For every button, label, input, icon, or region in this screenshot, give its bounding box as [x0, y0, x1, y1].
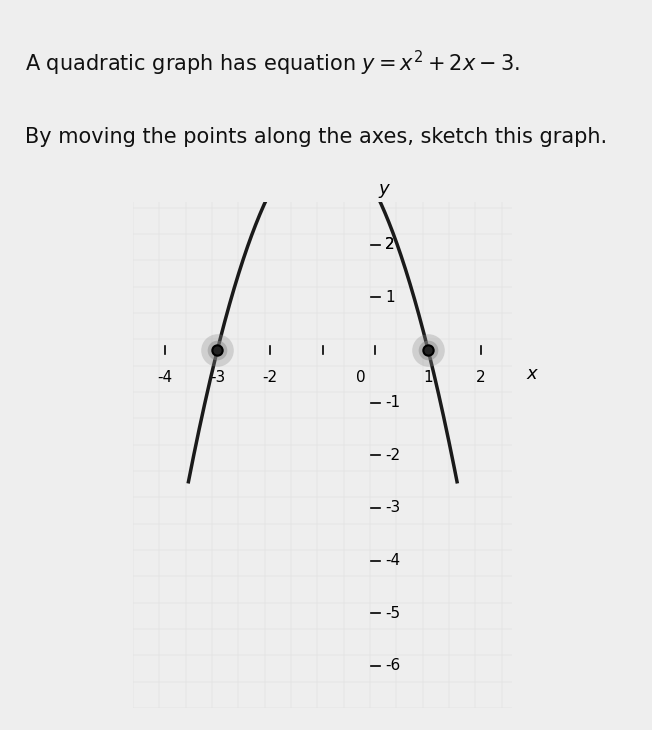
- Point: [423, 344, 434, 356]
- Text: $x$: $x$: [526, 365, 539, 383]
- Text: 1: 1: [385, 290, 394, 305]
- Text: 2: 2: [385, 237, 394, 252]
- Text: -2: -2: [263, 370, 278, 385]
- Point: [318, 134, 328, 145]
- Text: -6: -6: [385, 658, 400, 674]
- Point: [212, 344, 222, 356]
- Text: A quadratic graph has equation $y = x^2 + 2x - 3$.: A quadratic graph has equation $y = x^2 …: [25, 49, 520, 78]
- Text: -4: -4: [385, 553, 400, 568]
- Point: [212, 344, 222, 356]
- Text: 0: 0: [356, 370, 366, 385]
- Text: -3: -3: [385, 501, 400, 515]
- Text: -4: -4: [157, 370, 172, 385]
- Text: -3: -3: [210, 370, 225, 385]
- Text: -1: -1: [385, 395, 400, 410]
- Point: [423, 344, 434, 356]
- Text: -5: -5: [385, 606, 400, 620]
- Text: -2: -2: [385, 447, 400, 463]
- Point: [423, 344, 434, 356]
- Text: 2: 2: [385, 237, 394, 252]
- Point: [212, 344, 222, 356]
- Point: [318, 134, 328, 145]
- Text: 1: 1: [423, 370, 433, 385]
- Text: By moving the points along the axes, sketch this graph.: By moving the points along the axes, ske…: [25, 126, 608, 147]
- Text: 2: 2: [476, 370, 486, 385]
- Text: $y$: $y$: [378, 182, 392, 200]
- Point: [318, 134, 328, 145]
